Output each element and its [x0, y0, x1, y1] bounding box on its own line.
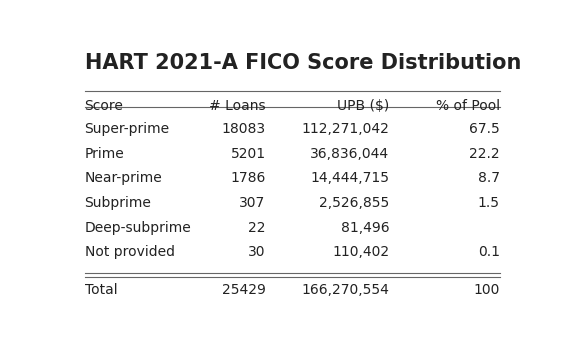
Text: 22.2: 22.2 [469, 147, 500, 161]
Text: 166,270,554: 166,270,554 [302, 283, 389, 297]
Text: Score: Score [84, 99, 123, 113]
Text: Total: Total [84, 283, 117, 297]
Text: Super-prime: Super-prime [84, 122, 170, 136]
Text: 14,444,715: 14,444,715 [310, 172, 389, 185]
Text: Subprime: Subprime [84, 196, 152, 210]
Text: 1786: 1786 [230, 172, 266, 185]
Text: 307: 307 [239, 196, 266, 210]
Text: 25429: 25429 [222, 283, 266, 297]
Text: 112,271,042: 112,271,042 [302, 122, 389, 136]
Text: # Loans: # Loans [209, 99, 266, 113]
Text: 81,496: 81,496 [341, 221, 389, 235]
Text: Deep-subprime: Deep-subprime [84, 221, 192, 235]
Text: 2,526,855: 2,526,855 [319, 196, 389, 210]
Text: 18083: 18083 [222, 122, 266, 136]
Text: 1.5: 1.5 [478, 196, 500, 210]
Text: Near-prime: Near-prime [84, 172, 162, 185]
Text: 5201: 5201 [230, 147, 266, 161]
Text: 100: 100 [473, 283, 500, 297]
Text: 110,402: 110,402 [332, 245, 389, 259]
Text: Not provided: Not provided [84, 245, 174, 259]
Text: HART 2021-A FICO Score Distribution: HART 2021-A FICO Score Distribution [84, 53, 521, 73]
Text: UPB ($): UPB ($) [337, 99, 389, 113]
Text: % of Pool: % of Pool [435, 99, 500, 113]
Text: 67.5: 67.5 [469, 122, 500, 136]
Text: Prime: Prime [84, 147, 124, 161]
Text: 30: 30 [248, 245, 266, 259]
Text: 36,836,044: 36,836,044 [310, 147, 389, 161]
Text: 0.1: 0.1 [478, 245, 500, 259]
Text: 22: 22 [248, 221, 266, 235]
Text: 8.7: 8.7 [478, 172, 500, 185]
